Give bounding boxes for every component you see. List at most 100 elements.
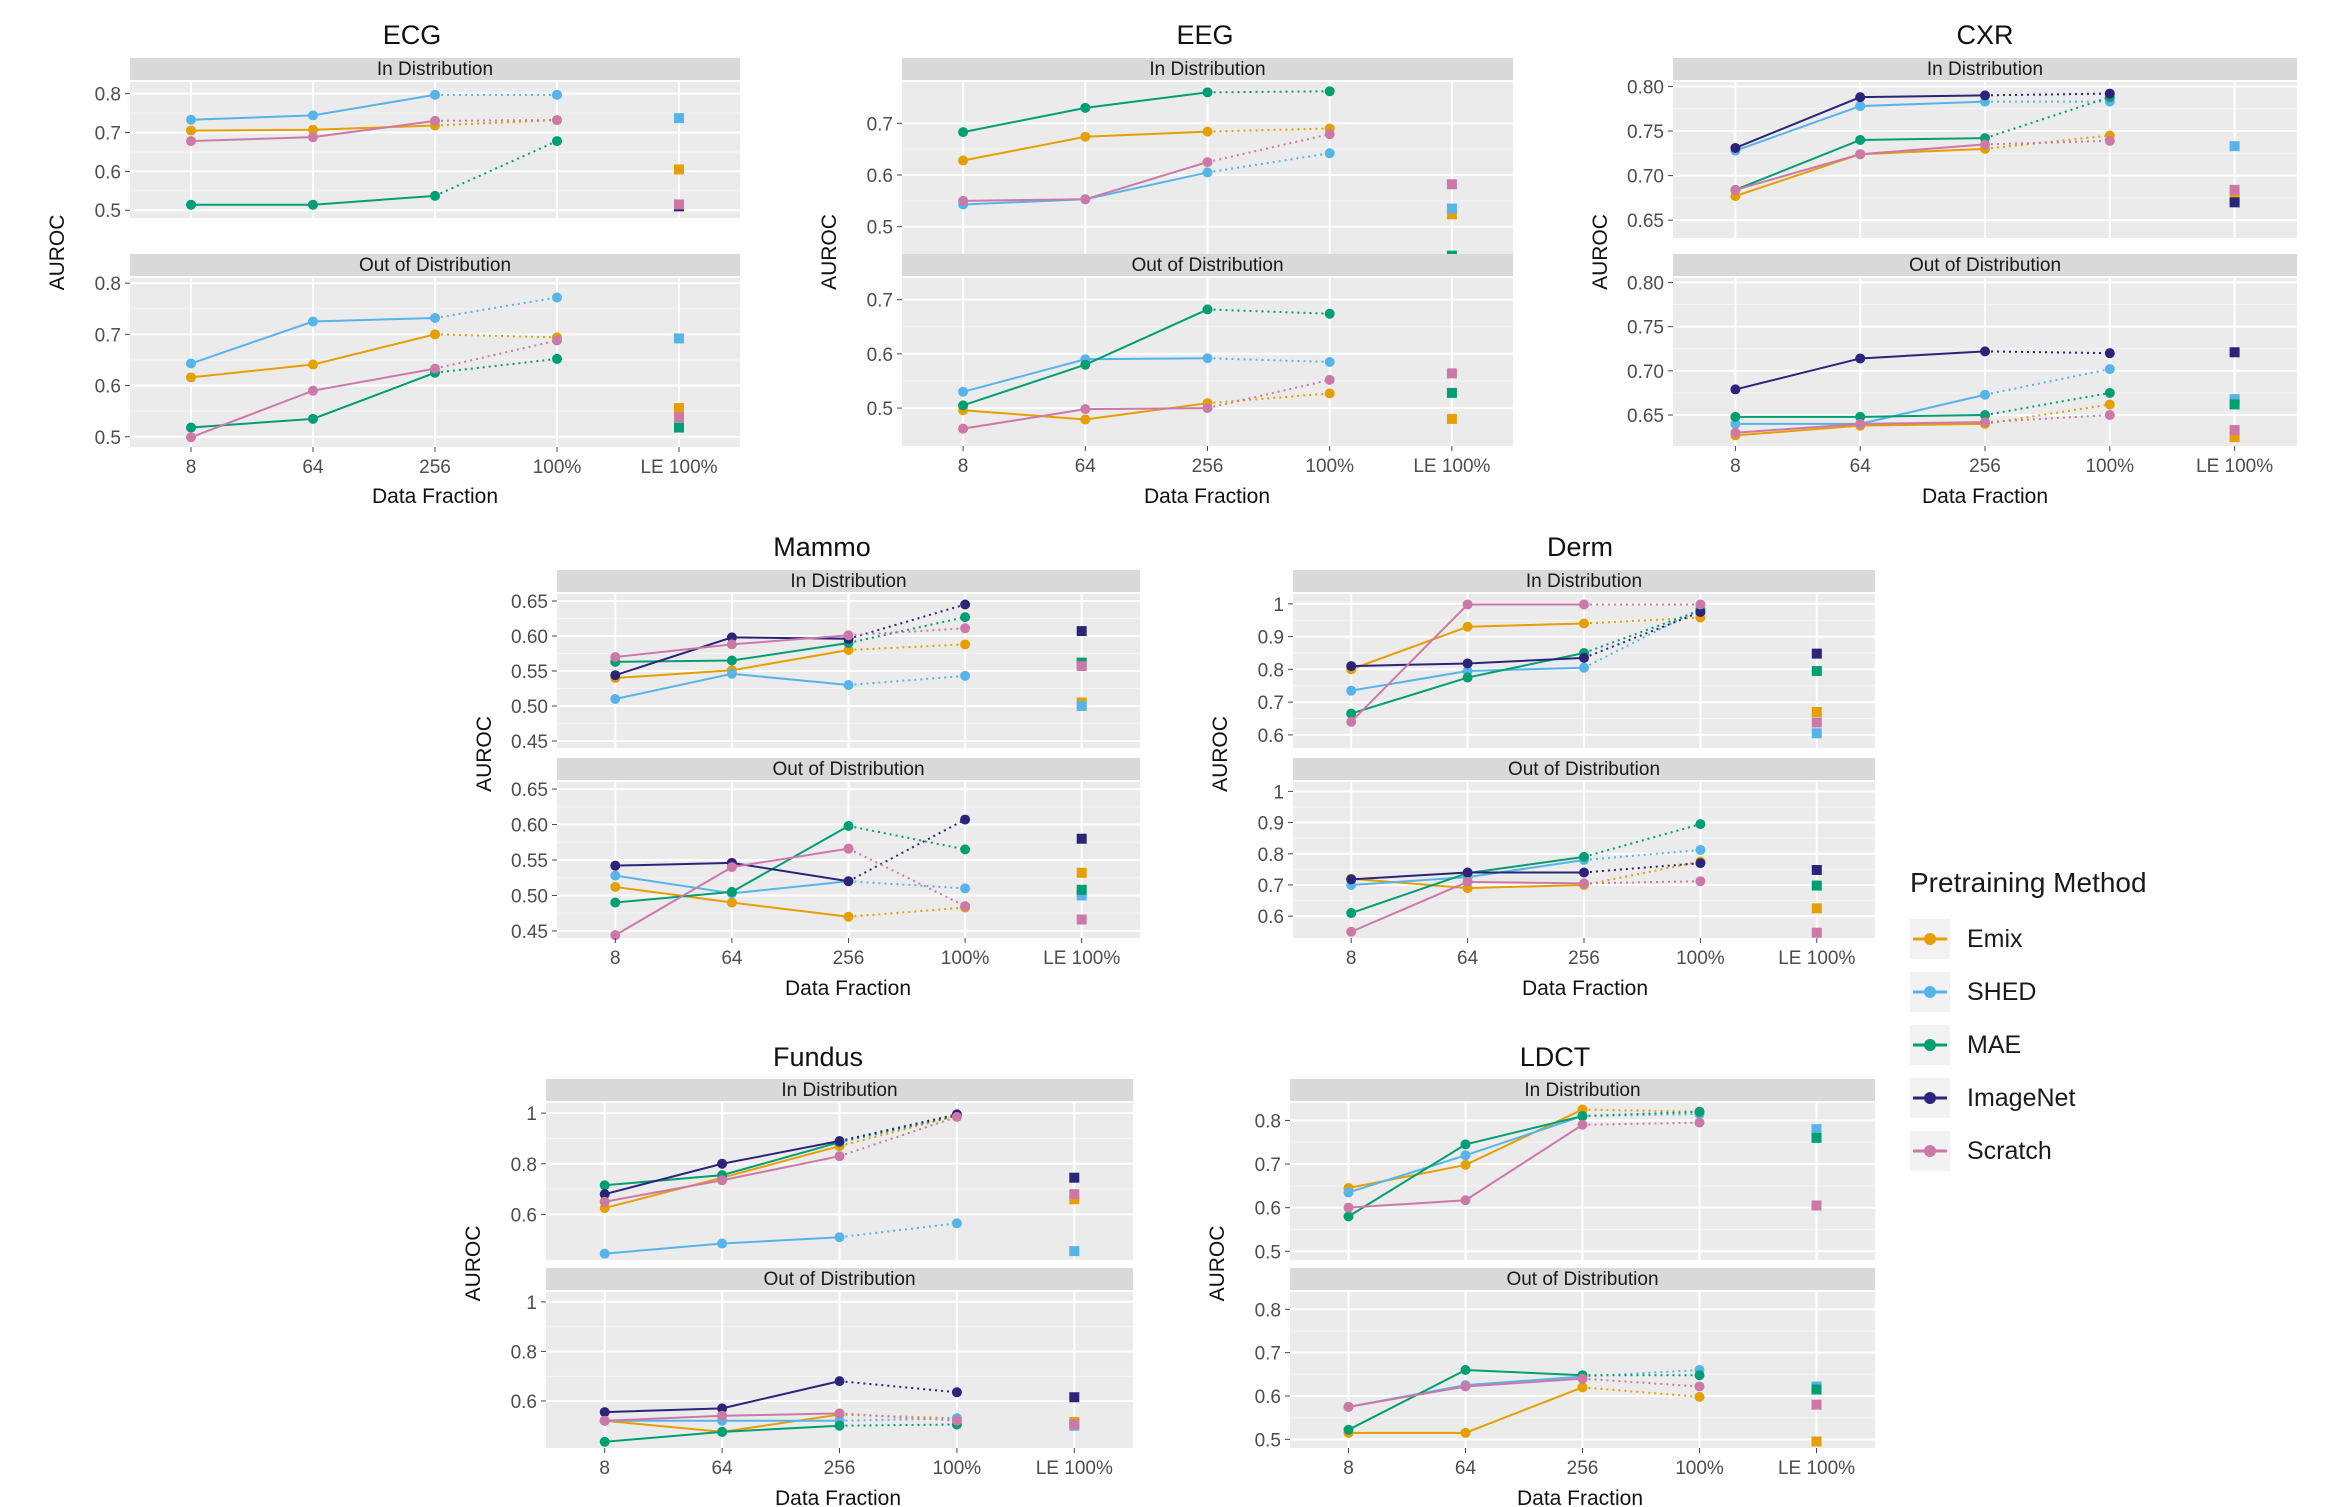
chart-mammo-in-emix-dotted-line	[848, 643, 966, 651]
chart-ldct-xlabel: Data Fraction	[1517, 1487, 1643, 1507]
chart-ecg-out-mae-point-100	[552, 353, 562, 364]
chart-mammo-in-y-tick-label: 0.50	[511, 697, 548, 718]
chart-eeg-out-mae-point-8	[958, 400, 969, 411]
chart-eeg-out-shed-point-8	[958, 386, 969, 397]
chart-cxr-in-y-tick-label: 0.75	[1627, 122, 1664, 143]
chart-ldct-out-y-tick-label: 0.7	[1255, 1344, 1281, 1365]
chart-derm-in-y-tick-label: 1	[1273, 595, 1284, 616]
chart-derm-x-tick-label-100: 100%	[1676, 948, 1725, 969]
chart-derm-out-emix-dotted-line	[1583, 860, 1701, 886]
chart-eeg-in-series-scratch	[958, 129, 1457, 206]
chart-ecg-out-series-emix	[186, 329, 684, 414]
legend-items: Emix SHED MAE ImageNet Scratch	[1910, 919, 2075, 1171]
chart-fundus-in-strip-label: In Distribution	[781, 1080, 897, 1101]
chart-ecg-in-scratch-point-100	[552, 115, 562, 126]
chart-mammo-in-emix-point-100	[960, 639, 971, 650]
chart-mammo-out-mae-dotted-line	[848, 824, 966, 851]
chart-derm-out-mae-point-8	[1346, 908, 1357, 919]
chart-cxr-out-strip-label: Out of Distribution	[1909, 255, 2061, 276]
chart-ecg-x-tick-label-le-100: LE 100%	[640, 457, 717, 478]
chart-cxr-out-mae-point-100	[2104, 387, 2115, 398]
chart-ldct-in-mae-point-8	[1343, 1211, 1354, 1222]
chart-mammo-in-shed-point-256	[843, 680, 854, 690]
legend-key-point	[1924, 1039, 1936, 1051]
chart-fundus-in-scratch-point-256	[834, 1151, 845, 1162]
chart-fundus-in-strip	[546, 1079, 1133, 1101]
legend-label: MAE	[1967, 1031, 2021, 1059]
chart-cxr-out-mae-point-8	[1730, 411, 1741, 422]
chart-mammo-in-shed-point-100	[960, 670, 971, 681]
chart-ldct-in-series-mae	[1343, 1106, 1822, 1222]
chart-ldct-in-scratch-point-100	[1694, 1117, 1705, 1128]
chart-mammo-title: Mammo	[773, 532, 871, 562]
chart-ldct-in-y-tick-label: 0.5	[1255, 1242, 1281, 1263]
chart-eeg-in-shed-point-100	[1324, 148, 1335, 159]
chart-ecg-in-mae-point-8	[186, 199, 196, 210]
chart-eeg-out-scratch-point-8	[958, 423, 969, 434]
chart-ldct-x-tick-label-8: 8	[1343, 1458, 1354, 1479]
chart-mammo-in-mae-dotted-line	[848, 616, 966, 644]
chart-cxr-in-scratch-point-64	[1855, 149, 1866, 160]
chart-derm-out-shed-point-100	[1695, 845, 1706, 856]
chart-ecg-in-series-mae	[186, 136, 562, 210]
chart-derm-out-shed-dotted-line	[1583, 849, 1701, 861]
chart-fundus-out-imagenet-point-8	[599, 1407, 610, 1418]
chart-cxr-out-series-scratch	[1730, 410, 2240, 438]
chart-ldct-in-mae-point-64	[1460, 1139, 1471, 1150]
chart-cxr-out-series-imagenet	[1730, 346, 2240, 395]
chart-cxr-in-y-tick-label: 0.80	[1627, 77, 1664, 98]
chart-cxr-out-imagenet-point-8	[1730, 384, 1741, 395]
chart-derm-title: Derm	[1547, 532, 1613, 562]
legend: Pretraining Method Emix SHED MAE ImageNet Sc…	[1910, 867, 2147, 1171]
chart-derm-out-scratch-dotted-line	[1583, 880, 1701, 885]
chart-cxr-out-y-tick-label: 0.70	[1627, 362, 1664, 383]
chart-ecg-out-scratch-point-8	[186, 432, 196, 443]
chart-ldct-x-tick-label-le-100: LE 100%	[1778, 1458, 1855, 1479]
chart-cxr-in-shed-le-marker	[2229, 141, 2240, 152]
chart-fundus-in-imagenet-point-256	[834, 1135, 845, 1146]
chart-mammo-out-y-tick-label: 0.50	[511, 886, 548, 907]
chart-mammo-x-tick-label-100: 100%	[941, 948, 990, 969]
chart-ecg-in-scratch-point-64	[308, 132, 318, 143]
legend-label: Scratch	[1967, 1137, 2052, 1165]
chart-derm-out-scratch-point-100	[1695, 876, 1706, 887]
chart-eeg-in-scratch-point-8	[958, 195, 969, 206]
chart-eeg-out-scratch-le-marker	[1446, 368, 1457, 379]
chart-cxr-out-shed-le-marker	[2229, 394, 2240, 405]
chart-eeg-in-emix-point-64	[1080, 131, 1091, 142]
chart-derm-in-y-tick-label: 0.8	[1258, 660, 1284, 681]
chart-fundus-out-scratch-dotted-line	[839, 1412, 957, 1422]
chart-ecg-in-emix-point-64	[308, 124, 318, 135]
chart-ecg-out-panel: Out of Distribution 0.5 0.6 0.7 0.8	[95, 254, 740, 449]
chart-eeg-out-y-tick-label: 0.7	[867, 291, 893, 312]
chart-mammo-out-mae-le-marker	[1076, 884, 1087, 895]
legend-key-point	[1924, 1092, 1936, 1104]
chart-fundus-in-shed-le-marker	[1069, 1246, 1080, 1257]
chart-ldct-out-scratch-dotted-line	[1582, 1377, 1700, 1388]
chart-cxr-in-series-imagenet	[1730, 88, 2240, 208]
chart-derm-out-y-tick-label: 0.7	[1258, 876, 1284, 897]
chart-ecg-out-y-tick-label: 0.6	[95, 377, 121, 398]
legend-title: Pretraining Method	[1910, 867, 2147, 898]
chart-fundus-x-tick-label-100: 100%	[933, 1458, 982, 1479]
chart-eeg-in-emix-point-256	[1202, 126, 1213, 137]
chart-ecg-out-mae-le-marker	[674, 422, 684, 433]
chart-eeg-x-tick-label-256: 256	[1192, 456, 1224, 477]
chart-ecg-x-tick-label-256: 256	[419, 457, 451, 478]
chart-eeg-out-mae-dotted-line	[1207, 308, 1330, 315]
chart-mammo-in-scratch-point-64	[726, 639, 737, 650]
chart-derm-in-strip	[1293, 570, 1875, 592]
chart-ecg-out-mae-dotted-line	[434, 357, 558, 374]
chart-ldct-in-strip	[1290, 1079, 1875, 1101]
chart-derm-in-mae-le-marker	[1811, 666, 1822, 676]
chart-fundus-out-imagenet-point-100	[951, 1387, 962, 1398]
chart-eeg-x-tick-label-le-100: LE 100%	[1413, 456, 1490, 477]
chart-ecg-out-y-tick-label: 0.7	[95, 325, 121, 346]
chart-ecg-in-strip-label: In Distribution	[377, 59, 493, 80]
chart-fundus-in-scratch-le-marker	[1069, 1189, 1080, 1200]
chart-derm-in-y-tick-label: 0.6	[1258, 726, 1284, 747]
chart-mammo-out-y-tick-label: 0.65	[511, 780, 548, 801]
